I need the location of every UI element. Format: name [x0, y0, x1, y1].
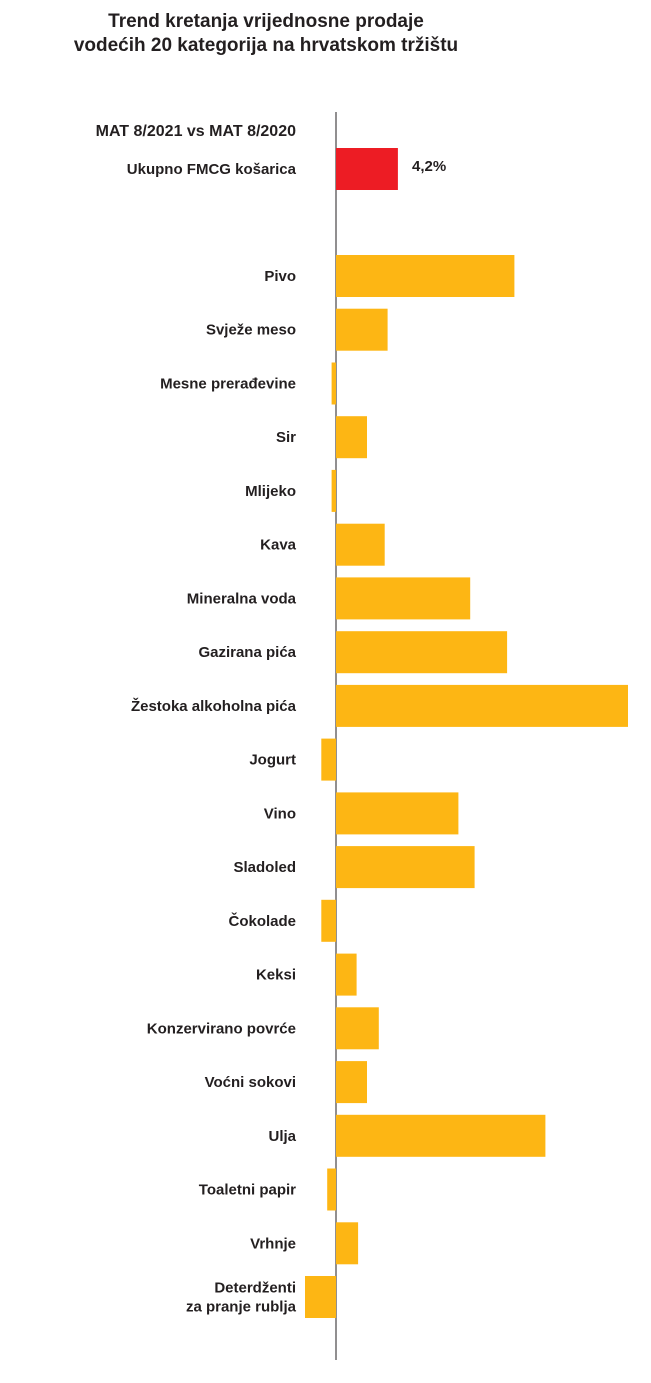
- category-label: Vrhnje: [250, 1235, 296, 1252]
- bar: [336, 1007, 379, 1050]
- category-label-total: Ukupno FMCG košarica: [127, 161, 297, 178]
- category-label: Čokolade: [228, 912, 296, 930]
- category-label: Mineralna voda: [187, 590, 297, 607]
- bar: [336, 953, 357, 996]
- bar: [336, 308, 388, 351]
- category-label: Deterdženti za pranje rublja: [186, 1280, 297, 1316]
- bar: [336, 1222, 359, 1265]
- bar: [336, 792, 459, 835]
- bar: [327, 1168, 336, 1211]
- bar: [336, 684, 628, 727]
- chart-title-line-1: Trend kretanja vrijednosne prodaje: [108, 11, 424, 32]
- bar: [305, 1276, 336, 1318]
- category-label: Vino: [264, 805, 296, 822]
- category-label: Pivo: [264, 268, 296, 285]
- category-label: Mesne prerađevine: [160, 376, 296, 393]
- bar: [336, 846, 475, 889]
- bar: [331, 469, 336, 512]
- category-label: Gazirana pića: [198, 644, 296, 661]
- category-label: Sir: [276, 429, 296, 446]
- category-label: Kava: [260, 537, 297, 554]
- chart-subtitle: MAT 8/2021 vs MAT 8/2020: [96, 123, 296, 140]
- bar: [336, 1061, 367, 1104]
- data-label-total: 4,2%: [412, 158, 446, 175]
- category-label: Toaletni papir: [199, 1182, 296, 1199]
- category-label: Jogurt: [249, 752, 296, 769]
- category-label: Svježe meso: [206, 322, 296, 339]
- category-label: Voćni sokovi: [205, 1074, 296, 1091]
- bar: [336, 255, 515, 297]
- bar: [336, 631, 508, 674]
- bar: [321, 899, 336, 942]
- category-label: Ulja: [268, 1128, 296, 1145]
- bar: [321, 738, 336, 781]
- bar: [331, 362, 336, 405]
- bar: [336, 523, 385, 566]
- bar-total: [336, 148, 398, 190]
- category-label: Žestoka alkoholna pića: [131, 697, 297, 715]
- category-label: Mlijeko: [245, 483, 296, 500]
- chart-title-line-2: vodećih 20 kategorija na hrvatskom tržiš…: [73, 35, 459, 56]
- category-label: Sladoled: [233, 859, 296, 876]
- category-label: Keksi: [256, 967, 296, 984]
- bar: [336, 577, 471, 620]
- category-label: Konzervirano povrće: [147, 1020, 296, 1037]
- bar: [336, 416, 367, 459]
- bar: [336, 1114, 546, 1157]
- chart-title: Trend kretanja vrijednosne prodaje vodeć…: [0, 10, 532, 58]
